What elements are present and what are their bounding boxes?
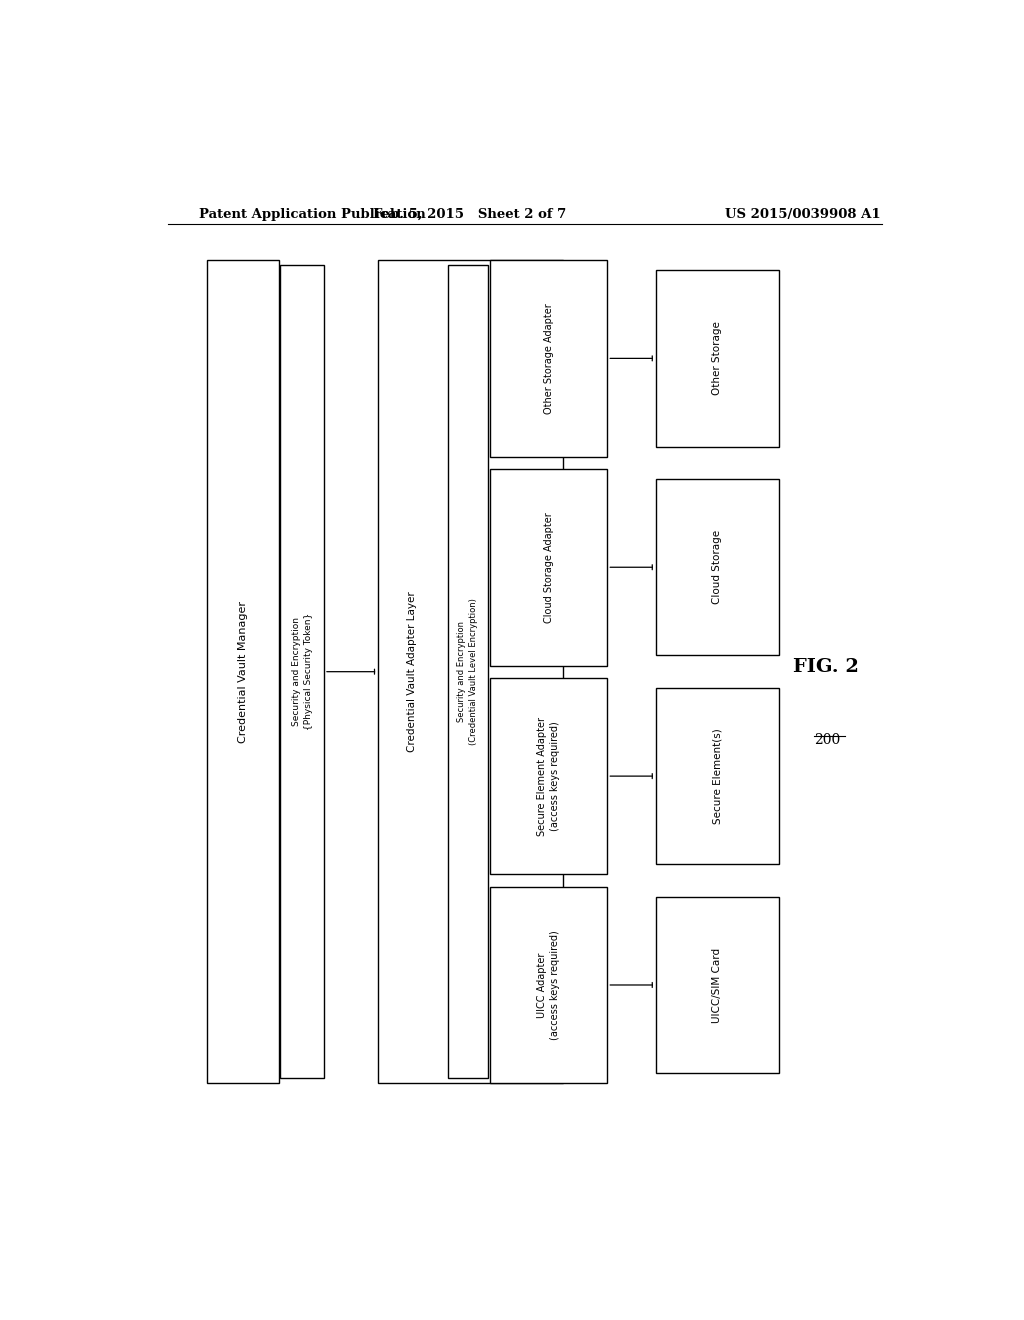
Text: US 2015/0039908 A1: US 2015/0039908 A1 xyxy=(725,207,881,220)
Bar xyxy=(281,265,324,1078)
Text: 200: 200 xyxy=(814,733,841,747)
Bar xyxy=(655,688,779,865)
Text: Secure Element(s): Secure Element(s) xyxy=(713,729,722,824)
Text: Cloud Storage: Cloud Storage xyxy=(713,531,722,605)
Text: Other Storage Adapter: Other Storage Adapter xyxy=(544,304,554,413)
Text: Secure Element Adapter
(access keys required): Secure Element Adapter (access keys requ… xyxy=(537,717,560,836)
Text: Other Storage: Other Storage xyxy=(713,322,722,395)
Bar xyxy=(489,887,607,1084)
Text: Security and Encryption
(Credential Vault Level Encryption): Security and Encryption (Credential Vaul… xyxy=(458,598,478,744)
Bar xyxy=(489,677,607,874)
Bar xyxy=(207,260,279,1084)
Text: FIG. 2: FIG. 2 xyxy=(794,657,859,676)
Bar xyxy=(655,271,779,446)
Bar xyxy=(489,469,607,665)
Bar xyxy=(378,260,563,1084)
Text: Cloud Storage Adapter: Cloud Storage Adapter xyxy=(544,512,554,623)
Text: Patent Application Publication: Patent Application Publication xyxy=(200,207,426,220)
Text: Credential Vault Adapter Layer: Credential Vault Adapter Layer xyxy=(407,591,417,752)
Text: Feb. 5, 2015   Sheet 2 of 7: Feb. 5, 2015 Sheet 2 of 7 xyxy=(373,207,566,220)
Bar xyxy=(655,479,779,656)
Text: Credential Vault Manager: Credential Vault Manager xyxy=(238,601,248,743)
Bar xyxy=(447,265,487,1078)
Bar xyxy=(489,260,607,457)
Bar xyxy=(655,896,779,1073)
Text: Security and Encryption
{Physical Security Token}: Security and Encryption {Physical Securi… xyxy=(292,612,312,730)
Text: UICC Adapter
(access keys required): UICC Adapter (access keys required) xyxy=(537,931,560,1040)
Text: UICC/SIM Card: UICC/SIM Card xyxy=(713,948,722,1023)
